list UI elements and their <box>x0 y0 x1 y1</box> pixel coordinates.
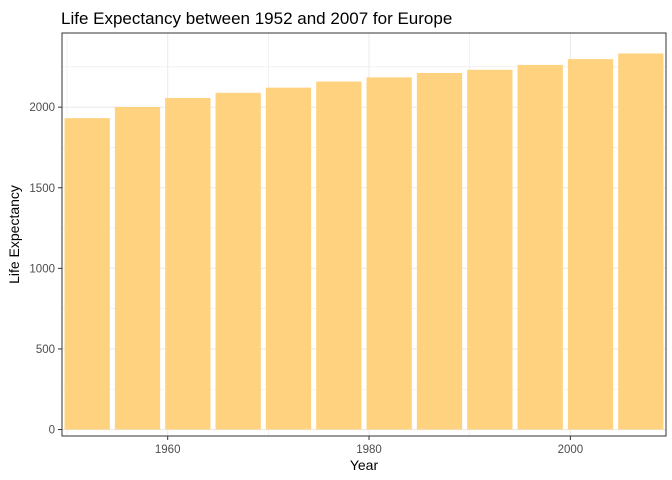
y-tick-label: 1500 <box>29 183 55 195</box>
panel-border <box>61 32 667 437</box>
bar-1992 <box>467 69 513 430</box>
y-axis-title: Life Expectancy <box>6 185 22 284</box>
y-tick-label: 500 <box>36 344 55 356</box>
plot-area: 1960 1980 2000 0 500 1000 1500 2000 <box>29 32 667 456</box>
x-tick-label: 1980 <box>356 444 382 456</box>
bar-1962 <box>165 97 211 430</box>
bar-1987 <box>416 72 463 430</box>
chart-title: Life Expectancy between 1952 and 2007 fo… <box>61 9 452 28</box>
y-tick-label: 0 <box>49 425 55 437</box>
bars <box>64 53 664 430</box>
x-axis-ticks: 1960 1980 2000 <box>155 436 583 456</box>
bar-1957 <box>114 106 161 430</box>
bar-1967 <box>215 92 261 430</box>
y-axis-ticks: 0 500 1000 1500 2000 <box>29 102 62 437</box>
bar-2002 <box>567 59 614 430</box>
y-tick-label: 1000 <box>29 263 55 275</box>
bar-1952 <box>64 118 110 430</box>
x-axis-title: Year <box>350 457 379 473</box>
bar-1997 <box>517 64 563 430</box>
bar-1977 <box>316 81 362 430</box>
bar-1972 <box>265 87 312 430</box>
x-tick-label: 1960 <box>155 444 181 456</box>
x-tick-label: 2000 <box>558 444 584 456</box>
bar-2007 <box>618 53 664 430</box>
y-tick-label: 2000 <box>29 102 55 114</box>
panel-background <box>62 33 666 436</box>
bar-1982 <box>366 77 412 430</box>
